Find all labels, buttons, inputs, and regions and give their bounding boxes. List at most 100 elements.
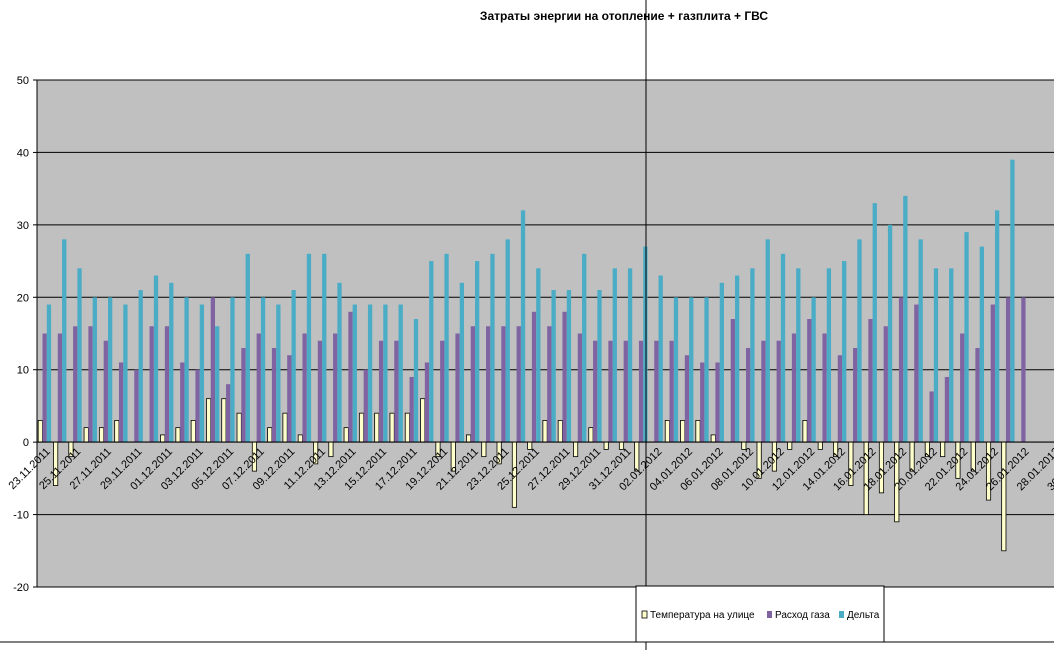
bar-temperature (1001, 441, 1007, 552)
legend-label: Температура на улице (650, 610, 755, 621)
legend-swatch (641, 610, 648, 619)
legend-swatch (767, 611, 772, 618)
bar-gas (593, 340, 598, 443)
bar-gas (638, 340, 644, 443)
bar-gas (944, 376, 950, 443)
bar-delta (199, 304, 205, 443)
bar-gas (317, 340, 323, 443)
bar-delta (536, 268, 541, 443)
bar-delta (245, 253, 250, 443)
bar-gas (745, 347, 751, 443)
bar-temperature (680, 420, 686, 443)
bar-temperature (114, 420, 120, 443)
bar-delta (276, 304, 281, 443)
bar-delta (796, 268, 801, 443)
bar-delta (184, 297, 189, 443)
chart-title: Затраты энергии на отопление + газплита … (480, 9, 768, 23)
bar-gas (776, 340, 781, 443)
bar-temperature (160, 434, 166, 443)
bar-temperature (175, 427, 181, 443)
y-tick-label: 50 (17, 75, 29, 87)
bar-delta (260, 297, 266, 443)
bar-gas (1005, 297, 1011, 443)
bar-delta (842, 261, 847, 443)
bar-gas (409, 376, 414, 443)
bar-delta (306, 253, 312, 443)
bar-delta (979, 246, 984, 443)
bar-delta (887, 224, 893, 443)
y-axis-ticks: -20 -10 0 10 20 30 40 50 (13, 75, 37, 594)
bar-delta (949, 268, 954, 443)
bar-delta (46, 304, 52, 443)
bar-gas (348, 311, 353, 443)
bar-delta (1010, 159, 1015, 443)
bar-gas (791, 333, 797, 443)
bar-delta (750, 268, 755, 443)
bar-delta (994, 210, 1000, 443)
bar-gas (164, 326, 170, 443)
bar-gas (715, 362, 720, 443)
bar-delta (413, 319, 419, 443)
bar-gas (960, 333, 965, 443)
bars (37, 159, 1026, 552)
bar-gas (149, 326, 154, 443)
bar-gas (394, 340, 399, 443)
bar-gas (700, 362, 705, 443)
bar-temperature (481, 441, 487, 458)
bar-gas (440, 340, 445, 443)
bar-temperature (404, 412, 410, 443)
bar-delta (903, 195, 908, 443)
legend-swatch (839, 611, 844, 618)
bar-temperature (374, 412, 380, 443)
bar-gas (180, 362, 185, 443)
bar-gas (761, 340, 766, 443)
bar-temperature (190, 420, 196, 443)
bar-delta (780, 253, 786, 443)
bar-delta (719, 282, 724, 443)
bar-gas (363, 369, 368, 443)
bar-delta (765, 239, 770, 443)
bar-delta (673, 297, 679, 443)
bar-temperature (297, 434, 303, 443)
bar-temperature (710, 434, 716, 443)
bar-temperature (37, 420, 43, 443)
bar-gas (501, 326, 506, 443)
bar-gas (271, 347, 277, 443)
bar-gas (118, 362, 124, 443)
bar-gas (287, 355, 292, 443)
bar-delta (153, 275, 159, 443)
bar-delta (62, 239, 67, 443)
y-tick-label: -20 (13, 582, 29, 594)
bar-delta (918, 239, 923, 443)
bar-delta (704, 297, 709, 443)
bar-gas (807, 319, 812, 443)
bar-gas (241, 347, 246, 443)
y-tick-label: 40 (17, 147, 29, 159)
y-tick-label: 20 (17, 292, 29, 304)
bar-delta (230, 297, 235, 443)
bar-gas (302, 333, 307, 443)
bar-delta (627, 268, 633, 443)
bar-gas (1021, 297, 1026, 443)
bar-temperature (221, 398, 227, 443)
bar-temperature (267, 427, 273, 443)
bar-delta (826, 268, 832, 443)
bar-gas (134, 369, 139, 443)
bar-delta (322, 253, 327, 443)
bar-temperature (695, 420, 701, 443)
bar-temperature (802, 420, 808, 443)
bar-delta (582, 253, 587, 443)
bar-gas (42, 333, 47, 443)
bar-delta (169, 282, 174, 443)
bar-gas (990, 304, 995, 443)
bar-delta (964, 232, 969, 443)
bar-delta (352, 304, 357, 443)
bar-gas (654, 340, 659, 443)
bar-temperature (83, 427, 89, 443)
y-tick-label: 0 (23, 437, 29, 449)
y-tick-label: 10 (17, 365, 29, 377)
legend: Температура на улице Расход газа Дельта (635, 585, 885, 643)
bar-delta (612, 268, 617, 443)
bar-temperature (420, 398, 426, 443)
